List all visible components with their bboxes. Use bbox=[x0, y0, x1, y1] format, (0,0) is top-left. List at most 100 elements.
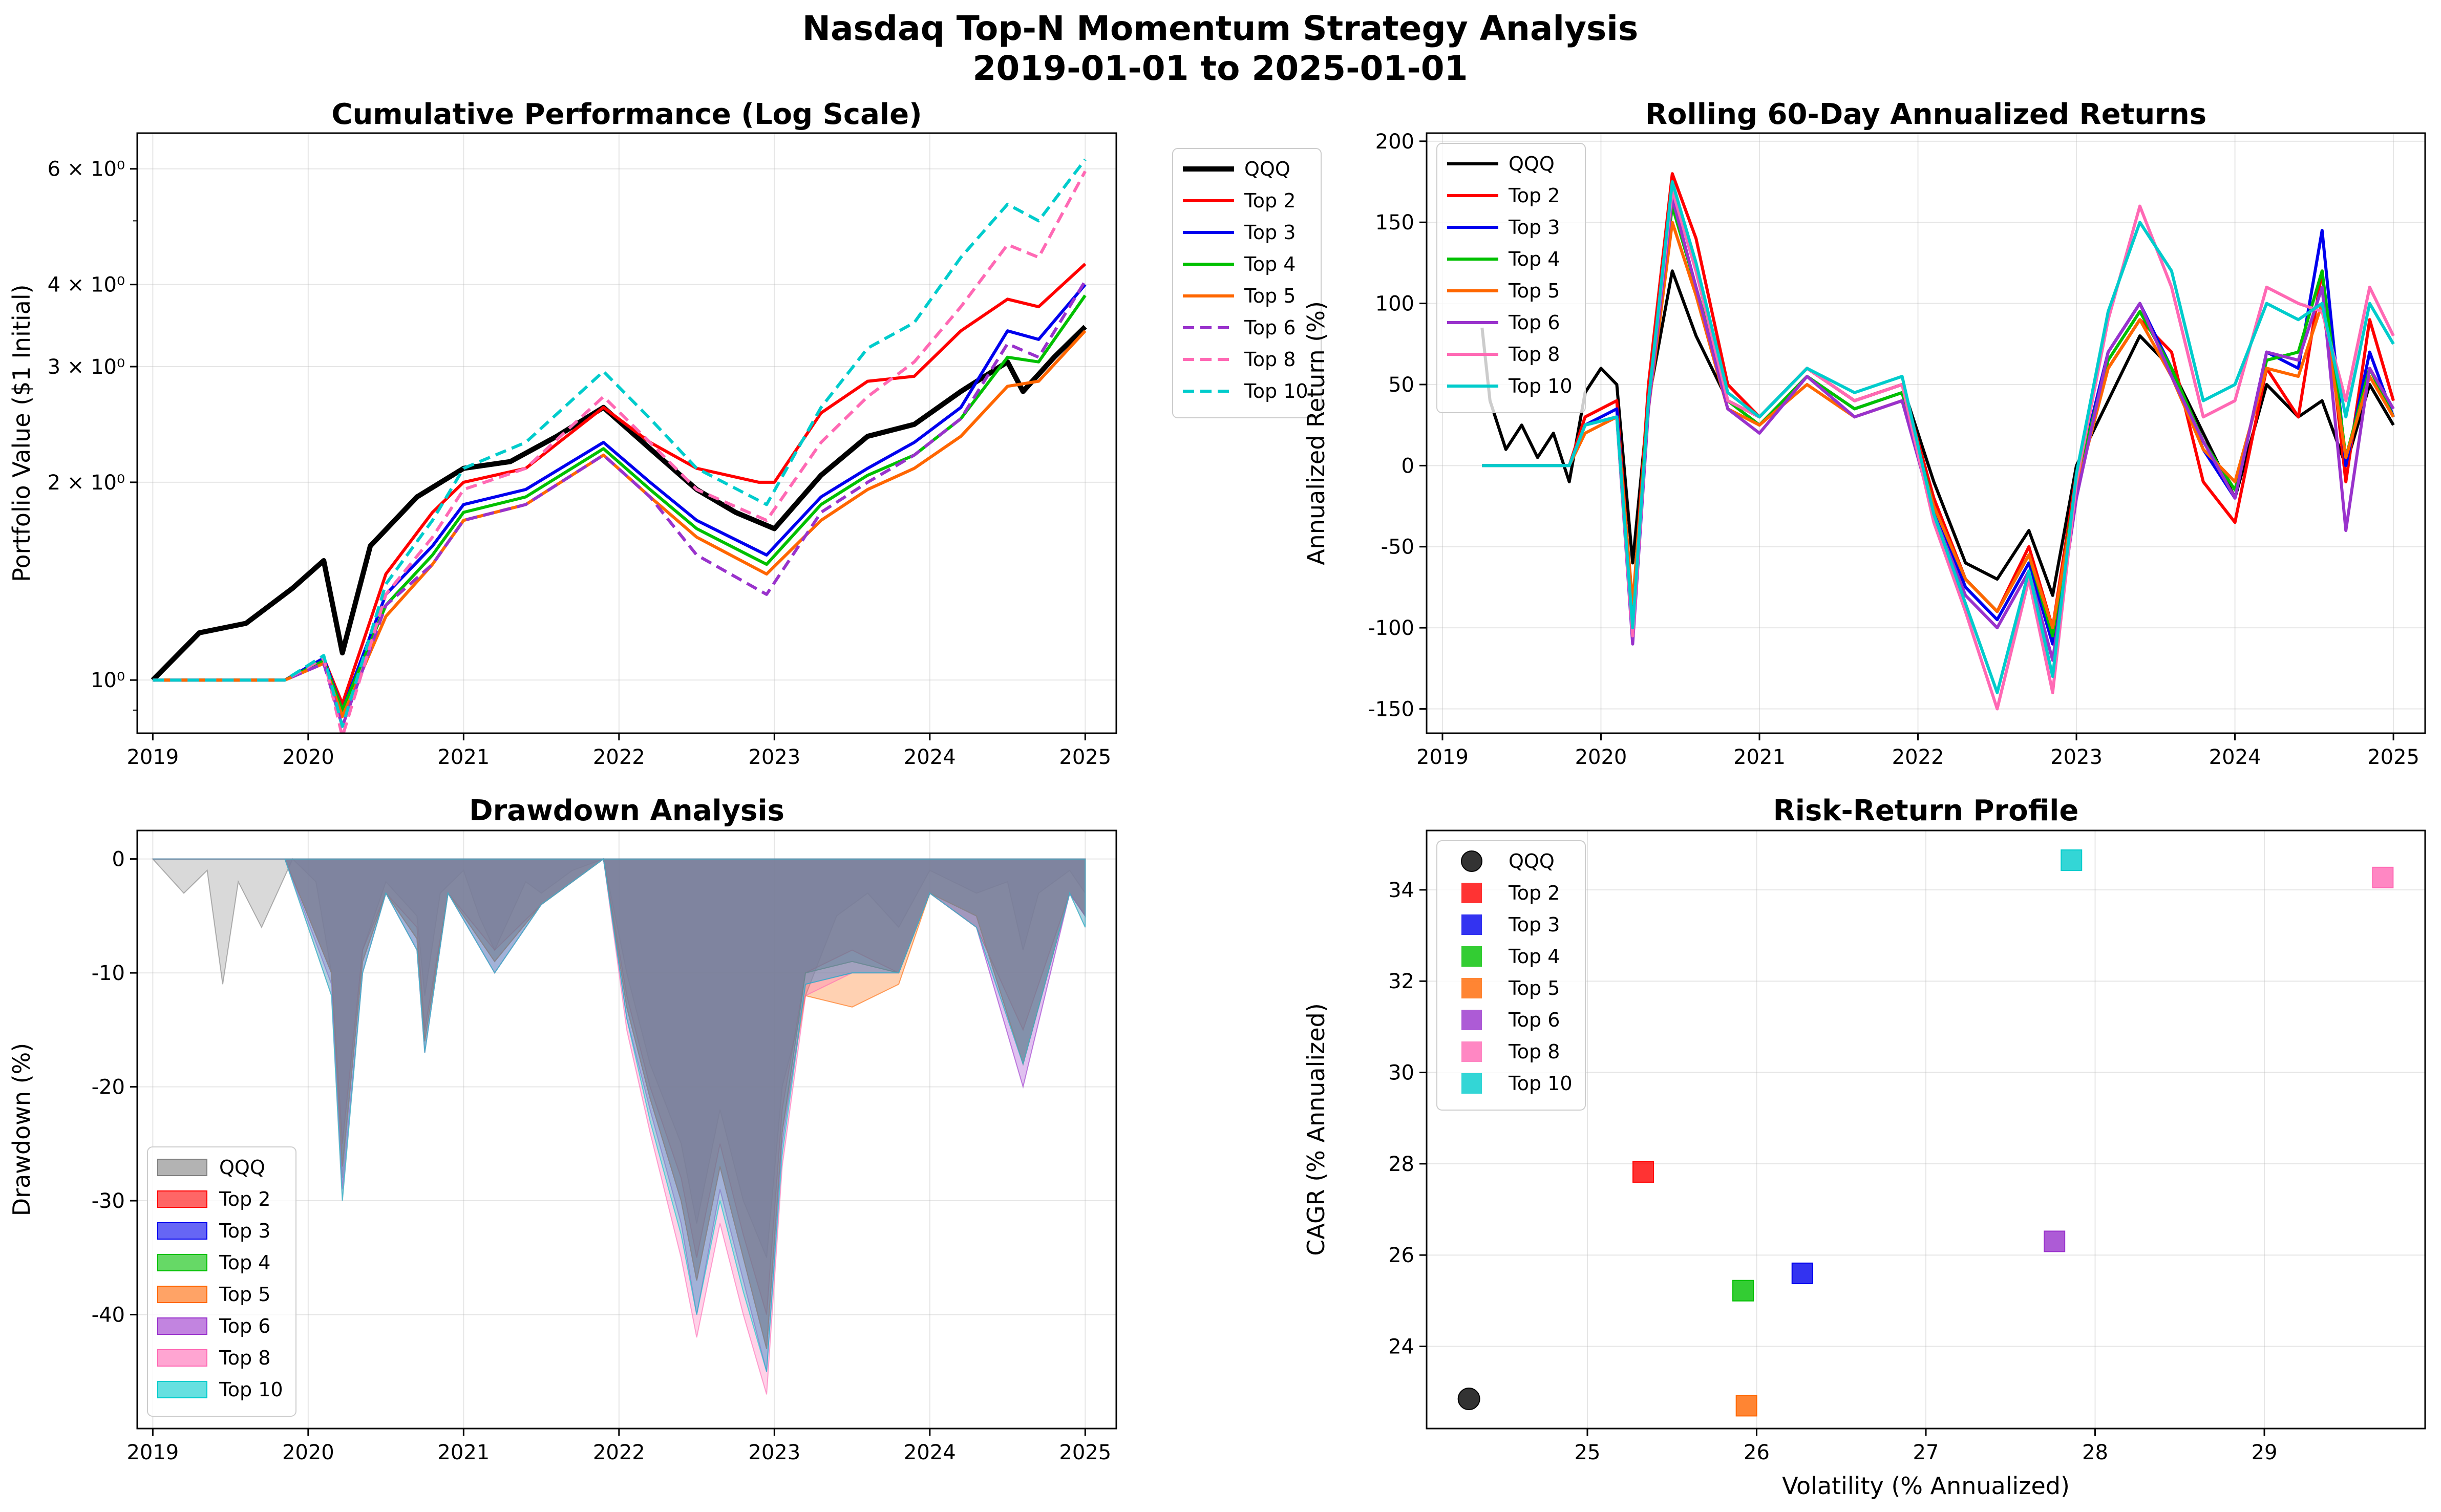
y-tick-label: 28 bbox=[1388, 1153, 1414, 1176]
y-tick-label: 26 bbox=[1388, 1244, 1414, 1267]
x-tick-label: 2021 bbox=[437, 1441, 490, 1464]
legend: QQQ Top 2 Top 3 Top 4 Top 5 Top 6 Top 8 Top 10 bbox=[1172, 148, 1322, 418]
y-tick-label: 34 bbox=[1388, 879, 1414, 902]
x-tick-label: 2022 bbox=[1892, 746, 1944, 769]
legend-label: Top 3 bbox=[1244, 221, 1296, 244]
scatter-point-top-6 bbox=[2044, 1230, 2066, 1252]
legend: QQQ Top 2 Top 3 Top 4 Top 5 Top 6 Top 8 Top 10 bbox=[1436, 840, 1586, 1111]
subplot-3: Drawdown Analysis 2019 2020 2021 2022 2023 202… bbox=[8, 794, 1117, 1464]
legend-label: Top 4 bbox=[1508, 248, 1560, 270]
x-tick-label: 29 bbox=[2252, 1441, 2278, 1464]
y-tick-label: -150 bbox=[1368, 697, 1414, 721]
y-axis-label: Drawdown (%) bbox=[8, 1043, 35, 1217]
axes-frame bbox=[1426, 132, 2426, 734]
subplot-title: Risk-Return Profile bbox=[1773, 794, 2079, 827]
x-tick-label: 2024 bbox=[904, 1441, 956, 1464]
scatter-point-top-10 bbox=[2061, 849, 2083, 871]
figure-title-line2: 2019-01-01 to 2025-01-01 bbox=[972, 49, 1468, 88]
legend-label: QQQ bbox=[1509, 153, 1555, 175]
series-line-top-2 bbox=[153, 263, 1087, 706]
legend-swatch bbox=[157, 1222, 207, 1240]
y-tick-label: 24 bbox=[1388, 1335, 1414, 1359]
drawdown-area-top-2 bbox=[153, 858, 1086, 1315]
y-tick-label: 50 bbox=[1388, 373, 1414, 397]
axes-frame bbox=[136, 132, 1117, 734]
legend-label: Top 3 bbox=[219, 1220, 270, 1242]
y-tick-label: -10 bbox=[92, 962, 125, 985]
y-tick-label: -20 bbox=[92, 1076, 125, 1099]
y-tick-label: -50 bbox=[1381, 536, 1414, 559]
scatter-point-top-5 bbox=[1735, 1395, 1757, 1417]
legend-label: Top 2 bbox=[1244, 189, 1296, 212]
legend-label: Top 5 bbox=[1244, 285, 1296, 307]
legend-label: QQQ bbox=[219, 1156, 265, 1179]
legend-label: Top 6 bbox=[1244, 316, 1296, 339]
figure-title-line1: Nasdaq Top-N Momentum Strategy Analysis bbox=[802, 9, 1639, 48]
grid-lines bbox=[137, 133, 1116, 733]
y-tick-label: 150 bbox=[1375, 211, 1414, 235]
legend-label: Top 8 bbox=[1508, 343, 1560, 366]
y-tick-label: 100 bbox=[1375, 292, 1414, 316]
legend-swatch bbox=[157, 1190, 207, 1208]
x-tick-label: 27 bbox=[1913, 1441, 1939, 1464]
x-tick-label: 2020 bbox=[282, 746, 334, 769]
legend-label: Top 4 bbox=[1508, 945, 1560, 968]
subplot-title: Rolling 60-Day Annualized Returns bbox=[1645, 98, 2206, 131]
x-tick-label: 2025 bbox=[2367, 746, 2419, 769]
legend-box bbox=[1172, 148, 1322, 418]
y-tick-label: 4 × 10⁰ bbox=[48, 273, 125, 297]
legend-swatch bbox=[157, 1381, 207, 1398]
x-tick-label: 2019 bbox=[1416, 746, 1469, 769]
y-tick-label: -100 bbox=[1368, 616, 1414, 640]
legend-label: Top 10 bbox=[219, 1378, 283, 1401]
legend-label: Top 5 bbox=[219, 1283, 270, 1306]
x-tick-label: 2025 bbox=[1059, 1441, 1111, 1464]
legend-label: QQQ bbox=[1244, 158, 1290, 180]
y-tick-label: 6 × 10⁰ bbox=[48, 158, 125, 181]
legend-label: Top 6 bbox=[1508, 311, 1560, 334]
legend-label: Top 8 bbox=[219, 1347, 270, 1369]
legend-label: Top 2 bbox=[219, 1188, 270, 1210]
legend-label: Top 6 bbox=[219, 1315, 270, 1337]
legend-label: Top 2 bbox=[1508, 184, 1560, 207]
x-tick-label: 25 bbox=[1575, 1441, 1601, 1464]
series-line-top-10 bbox=[153, 158, 1087, 728]
legend-label: Top 8 bbox=[1508, 1040, 1560, 1063]
y-tick-label: 2 × 10⁰ bbox=[48, 471, 125, 495]
x-tick-label: 2021 bbox=[1733, 746, 1786, 769]
x-tick-label: 28 bbox=[2082, 1441, 2108, 1464]
legend-label: Top 8 bbox=[1244, 348, 1296, 371]
scatter-point-top-2 bbox=[1632, 1161, 1654, 1183]
y-tick-label: -40 bbox=[92, 1304, 125, 1327]
subplot-grid: Cumulative Performance (Log Scale) 2019 20… bbox=[8, 98, 2426, 1500]
x-tick-label: 2019 bbox=[126, 1441, 179, 1464]
drawdown-area-top-5 bbox=[153, 858, 1086, 1349]
plot-area bbox=[1480, 172, 2395, 711]
y-tick-label: 30 bbox=[1388, 1061, 1414, 1085]
x-tick-label: 2022 bbox=[593, 746, 645, 769]
y-tick-label: 32 bbox=[1388, 970, 1414, 993]
legend-label: Top 10 bbox=[1508, 1072, 1573, 1095]
legend-label: Top 5 bbox=[1508, 977, 1560, 999]
plot-area bbox=[152, 858, 1086, 1395]
x-tick-label: 2020 bbox=[1575, 746, 1627, 769]
scatter-point-top-3 bbox=[1791, 1262, 1813, 1284]
grid-lines bbox=[1427, 830, 2425, 1429]
subplot-1: Cumulative Performance (Log Scale) 2019 20… bbox=[8, 98, 1322, 769]
x-tick-label: 2023 bbox=[748, 1441, 800, 1464]
x-tick-label: 2024 bbox=[2209, 746, 2261, 769]
scatter-point-qqq bbox=[1457, 1388, 1480, 1411]
axes-frame bbox=[136, 829, 1117, 1430]
subplot-title: Cumulative Performance (Log Scale) bbox=[331, 98, 922, 131]
drawdown-area-top-10 bbox=[153, 858, 1086, 1372]
series-line-top-8 bbox=[153, 170, 1087, 733]
legend-label: Top 5 bbox=[1508, 280, 1560, 302]
legend-box bbox=[1436, 143, 1586, 413]
legend-label: Top 4 bbox=[1244, 253, 1296, 275]
legend-swatch bbox=[157, 1317, 207, 1335]
legend-swatch bbox=[157, 1349, 207, 1367]
legend-swatch bbox=[1461, 978, 1482, 998]
legend: QQQ Top 2 Top 3 Top 4 Top 5 Top 6 Top 8 Top 10 bbox=[147, 1146, 296, 1417]
legend-label: QQQ bbox=[1509, 850, 1555, 872]
